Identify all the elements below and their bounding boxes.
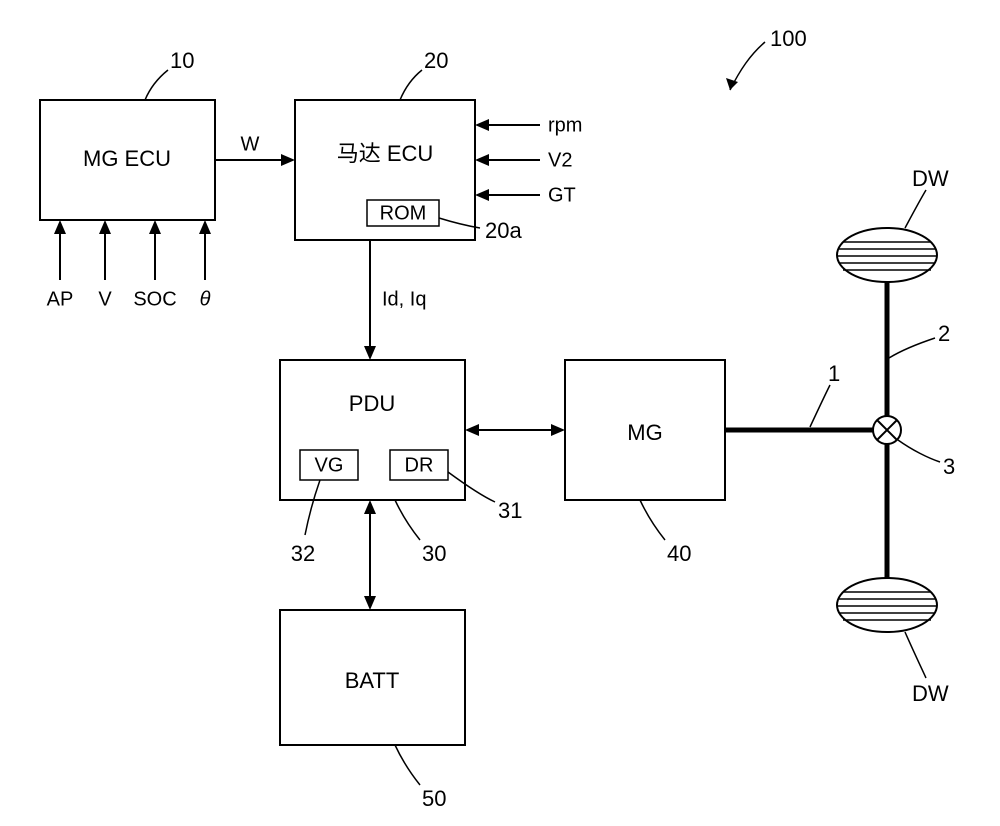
wheel-top-label: DW — [912, 166, 949, 191]
vg-ref: 32 — [291, 541, 315, 566]
mg-ecu-input-2: SOC — [133, 288, 176, 310]
signal-idiq-label: Id, Iq — [382, 288, 426, 310]
batt-ref: 50 — [422, 786, 446, 811]
pdu-ref: 30 — [422, 541, 446, 566]
motor-ecu-input-1: V2 — [548, 149, 572, 171]
rom-ref: 20a — [485, 218, 522, 243]
shaft-ref: 1 — [828, 361, 840, 386]
signal-motorecu-to-pdu: Id, Iq — [364, 240, 426, 360]
motor-ecu-input-0: rpm — [548, 114, 582, 136]
link-pdu-mg — [465, 424, 565, 436]
link-pdu-batt — [364, 500, 376, 610]
motor-ecu-block: 马达 ECU ROM 20 20a — [295, 48, 522, 243]
signal-mgecu-to-motorecu: W — [215, 133, 295, 166]
mg-ref: 40 — [667, 541, 691, 566]
vg-label: VG — [315, 454, 344, 476]
signal-w-label: W — [241, 133, 260, 155]
mg-ecu-input-3: θ — [200, 288, 211, 310]
diagram-canvas: 100 MG ECU 10 AP V SOC θ — [0, 0, 1000, 826]
motor-ecu-inputs: rpm V2 GT — [475, 114, 582, 206]
mg-ecu-input-1: V — [98, 288, 112, 310]
wheel-bottom: DW — [837, 578, 949, 706]
axle-ref: 2 — [938, 321, 950, 346]
mg-ecu-input-0: AP — [47, 288, 74, 310]
mg-ecu-inputs: AP V SOC θ — [47, 220, 211, 310]
system-ref-label: 100 — [770, 26, 807, 51]
batt-block: BATT 50 — [280, 610, 465, 811]
mg-ecu-ref: 10 — [170, 48, 194, 73]
system-ref: 100 — [726, 26, 807, 90]
mg-ecu-block: MG ECU 10 — [40, 48, 215, 220]
wheel-bottom-label: DW — [912, 681, 949, 706]
mg-label: MG — [627, 420, 662, 445]
wheel-top: DW — [837, 166, 949, 282]
motor-ecu-input-2: GT — [548, 184, 576, 206]
mg-block: MG 40 — [565, 360, 725, 566]
mg-ecu-label: MG ECU — [83, 146, 171, 171]
pdu-label: PDU — [349, 391, 395, 416]
batt-label: BATT — [345, 668, 400, 693]
dr-label: DR — [405, 454, 434, 476]
diff-ref: 3 — [943, 454, 955, 479]
pdu-block: PDU VG DR 30 31 32 — [280, 360, 522, 566]
dr-ref: 31 — [498, 498, 522, 523]
motor-ecu-ref: 20 — [424, 48, 448, 73]
drivetrain: DW DW 1 2 3 — [725, 166, 955, 706]
motor-ecu-label: 马达 ECU — [337, 141, 434, 166]
rom-label: ROM — [380, 202, 427, 224]
